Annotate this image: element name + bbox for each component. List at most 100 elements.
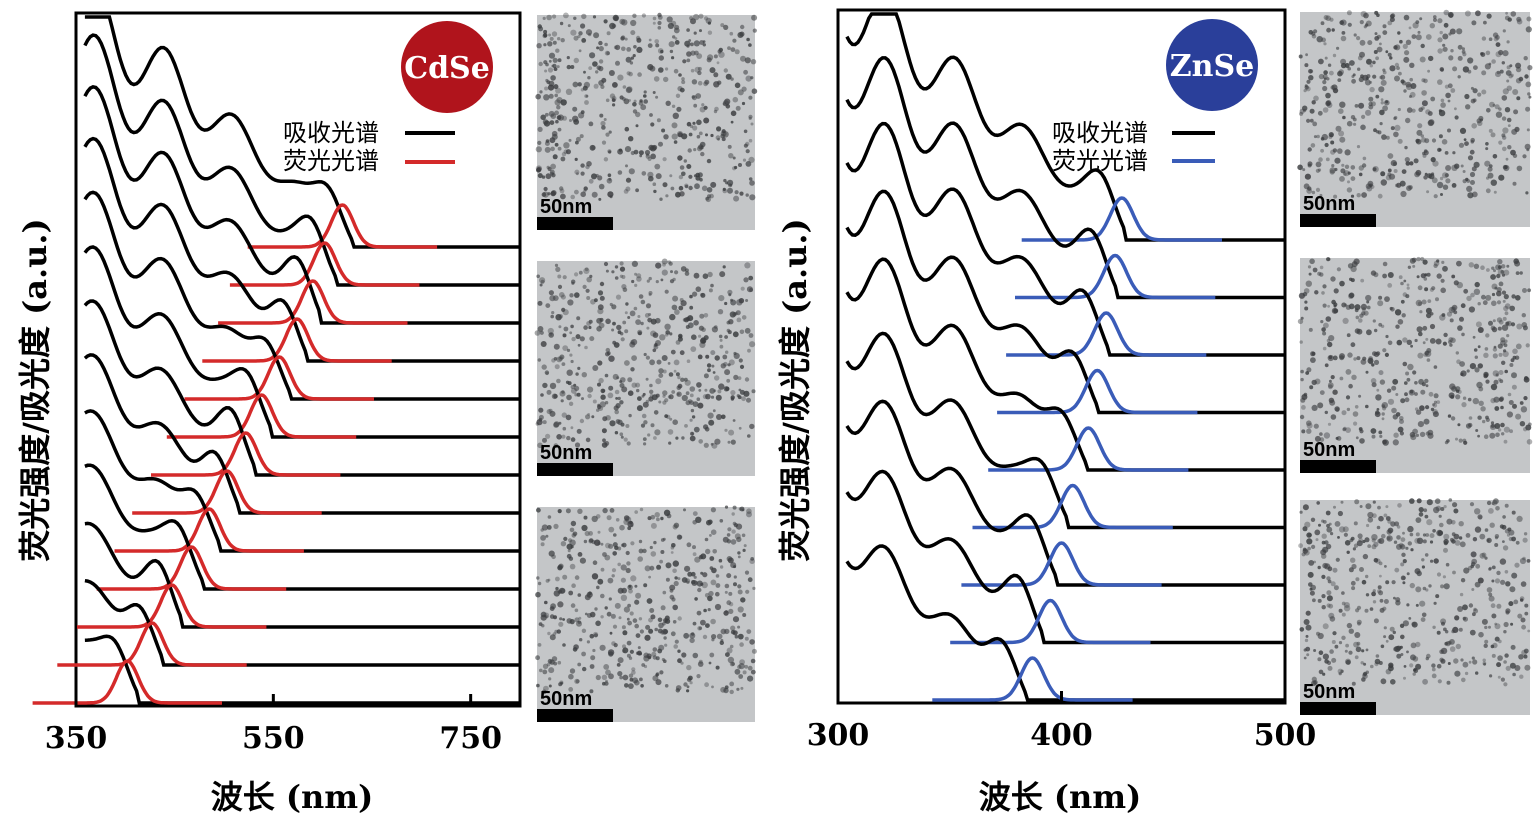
- cdse-tem-particle: [623, 189, 629, 194]
- cdse-tem-particle: [704, 427, 710, 432]
- cdse-tem-particle: [627, 521, 634, 528]
- cdse-tem-particle: [686, 542, 692, 548]
- znse-tem-particle: [1498, 378, 1502, 382]
- cdse-tem-particle: [637, 331, 642, 336]
- znse-tem-particle: [1448, 392, 1455, 399]
- cdse-tem-particle: [647, 64, 654, 71]
- znse-tem-particle: [1498, 49, 1504, 56]
- znse-tem-particle: [1343, 605, 1351, 612]
- znse-absorption-curve: [845, 121, 1285, 357]
- znse-tem-particle: [1387, 519, 1392, 524]
- znse-tem-particle: [1497, 343, 1503, 349]
- cdse-tem-particle: [611, 568, 617, 573]
- znse-tem-particle: [1327, 257, 1331, 261]
- znse-tem-particle: [1392, 414, 1399, 420]
- cdse-tem-particle: [622, 674, 629, 681]
- cdse-tem-particle: [699, 40, 705, 45]
- znse-tem-particle: [1497, 655, 1503, 661]
- cdse-tem-particle: [668, 372, 674, 377]
- cdse-tem-particle: [733, 374, 739, 380]
- znse-tem-particle: [1488, 595, 1495, 602]
- cdse-tem-particle: [650, 153, 656, 160]
- cdse-tem-particle: [667, 22, 675, 29]
- znse-tem-particle: [1494, 622, 1498, 626]
- znse-tem-particle: [1526, 128, 1530, 132]
- znse-tem-particle: [1456, 281, 1464, 289]
- znse-tem-particle: [1503, 343, 1508, 348]
- znse-tem-particle: [1415, 586, 1422, 593]
- znse-y-axis-title: 荧光强度/吸光度 (a.u.): [776, 218, 814, 561]
- znse-tem-particle: [1325, 510, 1331, 516]
- znse-tem-particle: [1424, 138, 1430, 144]
- cdse-tem-particle: [734, 190, 739, 195]
- cdse-tem-particle: [650, 423, 655, 428]
- znse-tem-particle: [1339, 101, 1346, 108]
- cdse-tem-particle: [671, 133, 678, 140]
- cdse-tem-particle: [560, 541, 567, 547]
- znse-tem-particle: [1525, 81, 1532, 88]
- znse-scale-bar-label: 50nm: [1303, 193, 1355, 215]
- znse-tem-particle: [1494, 623, 1501, 630]
- cdse-tem-particle: [718, 558, 723, 563]
- znse-fluorescence-curve: [950, 598, 1151, 645]
- cdse-tem-particle: [608, 543, 614, 549]
- cdse-tem-particle: [645, 154, 651, 159]
- cdse-tem-particle: [740, 55, 746, 62]
- znse-tem-particle: [1329, 649, 1334, 654]
- cdse-tem-particle: [697, 626, 702, 631]
- znse-tem-particle: [1397, 107, 1401, 112]
- znse-tem-particle: [1399, 431, 1404, 436]
- cdse-tem-particle: [540, 279, 545, 284]
- cdse-tem-particle: [650, 318, 657, 325]
- znse-tem-particle: [1326, 526, 1333, 533]
- znse-tem-particle: [1419, 600, 1426, 607]
- cdse-tem-particle: [686, 164, 692, 169]
- cdse-tem-particle: [577, 662, 582, 667]
- znse-scale-bar: [1300, 702, 1376, 715]
- cdse-tem-particle: [732, 419, 736, 422]
- cdse-tem-particle: [734, 634, 739, 639]
- cdse-tem-particle: [678, 174, 684, 180]
- znse-tem-particle: [1345, 659, 1351, 665]
- cdse-tem-particle: [618, 148, 623, 152]
- cdse-tem-particle: [619, 18, 626, 25]
- znse-tem-particle: [1472, 397, 1480, 405]
- cdse-tem-particle: [572, 106, 578, 112]
- cdse-tem-particle: [573, 57, 579, 64]
- znse-tem-particle: [1481, 89, 1487, 95]
- cdse-tem-particle: [669, 313, 676, 321]
- cdse-tem-particle: [709, 67, 716, 74]
- cdse-tem-particle: [614, 389, 620, 395]
- znse-tem-particle: [1365, 593, 1370, 597]
- cdse-tem-particle: [740, 24, 745, 30]
- znse-tem-particle: [1397, 503, 1402, 508]
- cdse-chart-panel: 350 550 750 波长 (nm) 荧光强度/吸光度 (a.u.) CdSe 吸…: [16, 11, 758, 816]
- znse-tem-particle: [1503, 426, 1510, 433]
- znse-scale-bar: [1300, 214, 1376, 227]
- znse-tem-particle: [1474, 367, 1480, 373]
- znse-tem-particle: [1340, 35, 1347, 42]
- cdse-tem-particle: [681, 171, 686, 177]
- znse-tem-particle: [1443, 547, 1448, 553]
- znse-tem-particle: [1441, 139, 1448, 145]
- znse-tem-particle: [1332, 389, 1338, 395]
- znse-tem-particle: [1454, 115, 1459, 120]
- znse-tem-particle: [1375, 394, 1382, 401]
- znse-tem-particle: [1360, 10, 1367, 18]
- cdse-tem-particle: [603, 664, 610, 670]
- cdse-tem-particle: [737, 625, 741, 629]
- cdse-tem-particle: [719, 565, 724, 569]
- znse-tem-particle: [1387, 168, 1392, 173]
- cdse-tem-particle: [632, 109, 638, 114]
- cdse-tem-particle: [690, 18, 696, 25]
- cdse-tem-particle: [702, 273, 709, 280]
- cdse-tem-particle: [586, 276, 592, 283]
- cdse-tem-particle: [652, 332, 659, 338]
- znse-tem-particle: [1526, 16, 1532, 22]
- znse-tem-particle: [1399, 39, 1403, 44]
- znse-tem-particle: [1519, 271, 1523, 275]
- znse-tem-particle: [1340, 62, 1347, 69]
- znse-tem-particle: [1422, 341, 1426, 345]
- znse-tem-particle: [1470, 551, 1477, 558]
- cdse-tem-particle: [719, 338, 723, 342]
